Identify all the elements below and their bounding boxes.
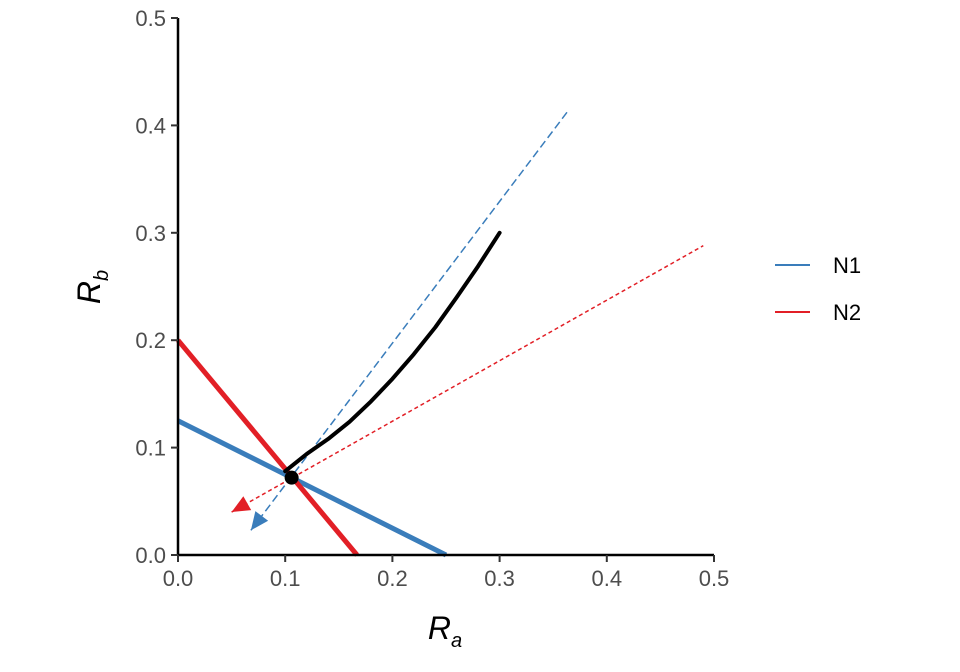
- equilibrium-point: [284, 470, 299, 485]
- legend-label-n1: N1: [833, 253, 861, 278]
- legend-label-n2: N2: [833, 300, 861, 325]
- impact-arrowhead-n1: [250, 511, 269, 531]
- impact-vector-n2: [231, 245, 704, 513]
- impact-vector-n1: [250, 108, 570, 531]
- x-tick-label: 0.5: [699, 566, 730, 591]
- x-tick-label: 0.0: [163, 566, 194, 591]
- x-tick-label: 0.2: [377, 566, 408, 591]
- x-tick-label: 0.3: [484, 566, 515, 591]
- axes: 0.0 0.1 0.2 0.3 0.4 0.5 0.0 0.1 0.2 0.3 0.4 0.5: [135, 6, 729, 591]
- y-tick-label: 0.2: [135, 328, 166, 353]
- zngi-line-n2: [176, 338, 359, 557]
- y-tick-label: 0.1: [135, 436, 166, 461]
- trajectory-line: [283, 230, 502, 474]
- x-tick-label: 0.4: [592, 566, 623, 591]
- y-tick-label: 0.3: [135, 221, 166, 246]
- legend-item-n1: N1: [775, 253, 861, 278]
- x-tick-label: 0.1: [270, 566, 301, 591]
- y-tick-label: 0.4: [135, 113, 166, 138]
- x-axis-title: Ra: [428, 610, 462, 652]
- plot-area: [176, 108, 704, 558]
- legend: N1 N2: [775, 253, 861, 325]
- y-axis-title: Rb: [71, 270, 113, 304]
- y-tick-label: 0.5: [135, 6, 166, 31]
- y-tick-label: 0.0: [135, 543, 166, 568]
- impact-arrowhead-n2: [231, 496, 252, 513]
- legend-item-n2: N2: [775, 300, 861, 325]
- zngi-line-n1: [176, 418, 448, 558]
